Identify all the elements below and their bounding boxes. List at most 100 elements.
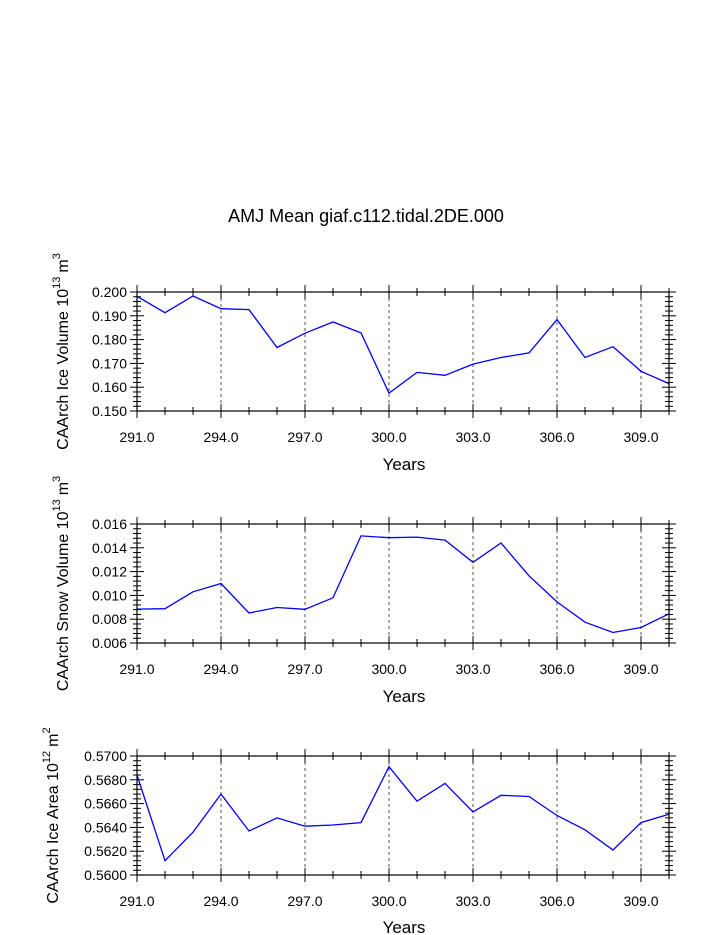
y-tick-label: 0.016 [92, 516, 127, 532]
x-axis-label: Years [383, 918, 426, 935]
x-tick-label: 303.0 [455, 661, 490, 677]
data-point [444, 782, 446, 784]
data-point [164, 312, 166, 314]
y-axis-label-exponent: 13 [51, 277, 63, 289]
data-point [640, 822, 642, 824]
y-axis-label-text: CAArch Snow Volume 10 [55, 511, 72, 691]
x-tick-label: 297.0 [287, 661, 322, 677]
x-axis-label: Years [383, 687, 426, 706]
y-tick-label: 0.190 [92, 308, 127, 324]
x-tick-label: 303.0 [455, 893, 490, 909]
x-tick-label: 294.0 [203, 893, 238, 909]
data-point [556, 815, 558, 817]
chart-panel-1: 0.150 0.160 0.170 0.180 0.190 0.200 291.0 294.0… [51, 253, 676, 474]
x-tick-label: 297.0 [287, 429, 322, 445]
plot-frame [136, 523, 670, 644]
data-point [220, 583, 222, 585]
y-tick-label: 0.180 [92, 332, 127, 348]
data-point [472, 561, 474, 563]
y-axis-label: CAArch Snow Volume 1013 m3 [51, 476, 72, 691]
y-tick-label: 0.5620 [84, 843, 127, 859]
data-point [500, 542, 502, 544]
y-axis-label-unit-exponent: 2 [41, 727, 53, 733]
data-point [332, 824, 334, 826]
y-axis-label: CAArch Ice Volume 1013 m3 [51, 253, 72, 450]
x-tick-label: 303.0 [455, 429, 490, 445]
y-axis-label-unit: m [45, 734, 62, 747]
data-point [416, 371, 418, 373]
data-point [640, 370, 642, 372]
data-point [360, 332, 362, 334]
data-point [304, 825, 306, 827]
data-point [556, 601, 558, 603]
data-point [276, 607, 278, 609]
x-tick-label: 306.0 [539, 893, 574, 909]
data-point [276, 346, 278, 348]
chart-panel-2: 0.006 0.008 0.010 0.012 0.014 0.016 291.0 294.0… [51, 476, 676, 706]
data-point [416, 800, 418, 802]
data-point [220, 308, 222, 310]
y-tick-label: 0.200 [92, 284, 127, 300]
x-tick-label: 306.0 [539, 661, 574, 677]
y-axis-label-unit: m [55, 259, 72, 272]
y-tick-label: 0.150 [92, 403, 127, 419]
y-tick-label: 0.5600 [84, 867, 127, 883]
y-axis-label-exponent: 13 [51, 499, 63, 511]
x-tick-label: 297.0 [287, 893, 322, 909]
data-point [304, 332, 306, 334]
data-point [388, 766, 390, 768]
y-tick-label: 0.014 [92, 540, 127, 556]
data-series-line [136, 765, 670, 862]
data-point [444, 374, 446, 376]
x-tick-label: 294.0 [203, 661, 238, 677]
chart-panel-3: 0.5600 0.5620 0.5640 0.5660 0.5680 0.5700 291.… [41, 727, 676, 935]
data-point [472, 811, 474, 813]
x-tick-label: 291.0 [119, 661, 154, 677]
y-axis-label-exponent: 12 [41, 751, 53, 763]
x-tick-label: 300.0 [371, 429, 406, 445]
y-tick-label: 0.5680 [84, 772, 127, 788]
y-axis-label-text: CAArch Ice Area 10 [45, 763, 62, 904]
data-point [640, 627, 642, 629]
y-tick-label: 0.170 [92, 355, 127, 371]
x-axis-label: Years [383, 455, 426, 474]
y-tick-label: 0.5640 [84, 819, 127, 835]
data-point [192, 831, 194, 833]
data-point [500, 356, 502, 358]
data-point [612, 346, 614, 348]
x-tick-label: 291.0 [119, 429, 154, 445]
data-point [612, 632, 614, 634]
data-point [276, 817, 278, 819]
data-point [248, 309, 250, 311]
y-tick-label: 0.5700 [84, 748, 127, 764]
x-tick-label: 309.0 [623, 893, 658, 909]
data-point [388, 537, 390, 539]
y-tick-label: 0.008 [92, 611, 127, 627]
data-point [192, 295, 194, 297]
data-point [360, 822, 362, 824]
data-point [220, 793, 222, 795]
data-point [164, 860, 166, 862]
y-tick-label: 0.012 [92, 564, 127, 580]
y-axis-label-text: CAArch Ice Volume 10 [55, 289, 72, 450]
plot-frame [136, 755, 670, 876]
y-tick-label: 0.010 [92, 587, 127, 603]
data-point [584, 356, 586, 358]
data-point [304, 608, 306, 610]
data-point [192, 591, 194, 593]
data-point [472, 363, 474, 365]
y-tick-label: 0.006 [92, 635, 127, 651]
y-axis-label: CAArch Ice Area 1012 m2 [41, 727, 62, 903]
data-point [164, 608, 166, 610]
x-tick-label: 309.0 [623, 429, 658, 445]
data-point [332, 321, 334, 323]
y-axis-label-unit-exponent: 3 [51, 476, 63, 482]
data-series-line [136, 535, 670, 634]
data-point [360, 535, 362, 537]
y-tick-label: 0.5660 [84, 796, 127, 812]
data-point [528, 795, 530, 797]
data-point [248, 830, 250, 832]
x-tick-label: 309.0 [623, 661, 658, 677]
x-tick-label: 300.0 [371, 893, 406, 909]
